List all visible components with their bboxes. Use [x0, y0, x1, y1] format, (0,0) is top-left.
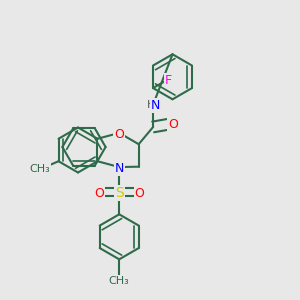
Text: CH₃: CH₃	[29, 164, 50, 174]
Text: O: O	[168, 118, 178, 131]
Text: F: F	[165, 74, 172, 87]
Text: O: O	[94, 187, 104, 200]
Text: N: N	[115, 162, 124, 175]
Text: O: O	[134, 187, 144, 200]
Text: H: H	[147, 100, 155, 110]
Text: N: N	[151, 99, 160, 112]
Text: O: O	[114, 128, 124, 141]
Text: S: S	[115, 186, 124, 200]
Text: CH₃: CH₃	[109, 276, 130, 286]
